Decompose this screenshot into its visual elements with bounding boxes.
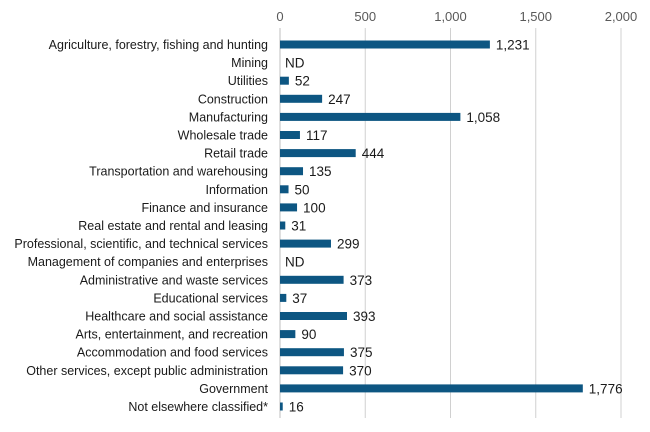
data-label: 375	[350, 345, 373, 360]
x-tick-label: 0	[276, 9, 283, 24]
data-label: 299	[337, 237, 360, 252]
x-tick-label: 1,000	[434, 9, 467, 24]
x-tick-label: 1,500	[519, 9, 552, 24]
data-label: 50	[295, 182, 310, 197]
data-label: 1,058	[466, 110, 500, 125]
data-label: 117	[306, 128, 328, 143]
bar	[280, 366, 344, 375]
bar	[280, 112, 461, 121]
bar	[280, 384, 583, 393]
bar	[280, 330, 296, 339]
bar	[280, 275, 344, 284]
data-label: 393	[353, 309, 376, 324]
bar	[280, 293, 287, 302]
bar	[280, 239, 331, 248]
bar	[280, 131, 300, 139]
bar	[280, 167, 304, 176]
category-label: Agriculture, forestry, fishing and hunti…	[49, 38, 268, 52]
data-label: ND	[285, 255, 305, 270]
category-label: Arts, entertainment, and recreation	[76, 328, 269, 342]
data-label: 100	[303, 200, 326, 215]
bar	[280, 312, 348, 320]
data-label: 16	[289, 400, 304, 415]
bar	[280, 348, 344, 357]
category-label: Professional, scientific, and technical …	[14, 237, 268, 251]
data-label: 444	[362, 146, 385, 161]
category-label: Accommodation and food services	[77, 346, 268, 360]
bars	[280, 40, 583, 411]
data-label: 31	[291, 219, 306, 234]
category-label: Management of companies and enterprises	[28, 255, 268, 269]
bar	[280, 40, 490, 49]
bar	[280, 149, 356, 158]
category-label: Mining	[231, 56, 268, 70]
bar	[280, 94, 323, 103]
data-label: 52	[295, 74, 310, 89]
category-label: Transportation and warehousing	[89, 165, 268, 179]
data-label: 1,231	[496, 38, 530, 53]
data-label: 37	[292, 291, 307, 306]
bar	[280, 402, 283, 411]
data-label: 247	[328, 92, 351, 107]
x-tick-label: 2,000	[605, 9, 638, 24]
bar	[280, 203, 298, 212]
category-label: Wholesale trade	[178, 129, 268, 143]
category-label: Information	[205, 183, 268, 197]
data-label: ND	[285, 56, 305, 71]
category-label: Utilities	[228, 74, 268, 88]
category-label: Retail trade	[204, 147, 268, 161]
category-label: Finance and insurance	[142, 201, 269, 215]
data-label: 135	[309, 164, 332, 179]
category-label: Administrative and waste services	[80, 273, 268, 287]
category-label: Manufacturing	[189, 110, 268, 124]
data-label: 370	[349, 363, 372, 378]
category-label: Construction	[198, 92, 268, 106]
data-labels: 1,231 ND 52 247 1,058 117 444 135 50 100 31 299 ND 37…	[285, 38, 623, 415]
bar	[280, 221, 286, 230]
category-label: Other services, except public administra…	[26, 364, 268, 378]
category-labels: Agriculture, forestry, fishing and hunti…	[14, 38, 268, 414]
gridlines	[279, 28, 622, 418]
data-label: 1,776	[589, 381, 623, 396]
data-label: 90	[301, 327, 316, 342]
category-label: Real estate and rental and leasing	[78, 219, 268, 233]
bar	[280, 76, 289, 85]
bar	[280, 185, 289, 194]
category-label: Educational services	[153, 291, 268, 305]
category-label: Government	[199, 382, 268, 396]
data-label: 373	[350, 273, 373, 288]
x-axis-ticks: 0 500 1,000 1,500 2,000	[276, 9, 637, 24]
x-tick-label: 500	[354, 9, 376, 24]
category-label: Healthcare and social assistance	[85, 310, 268, 324]
category-label: Not elsewhere classified*	[128, 400, 268, 414]
